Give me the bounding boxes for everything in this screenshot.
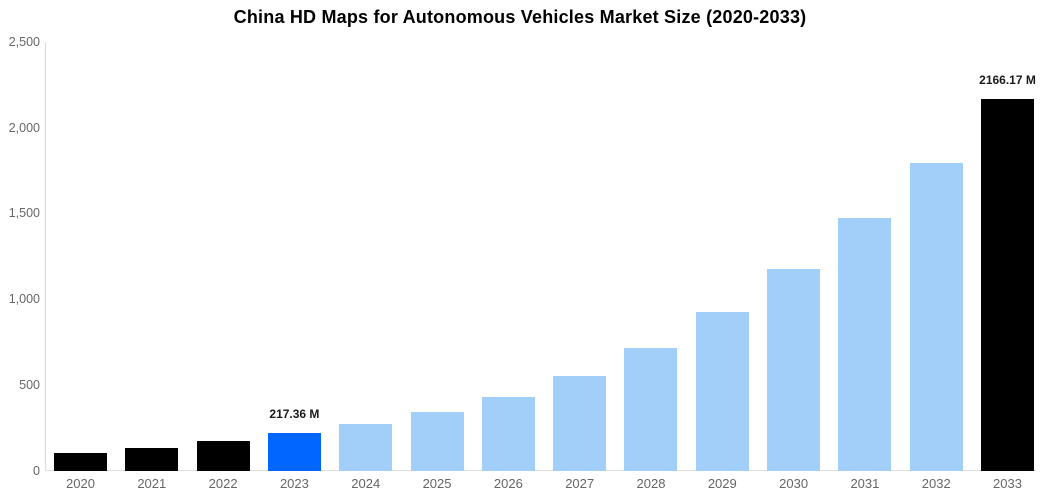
x-axis-label-2028: 2028	[636, 476, 666, 491]
x-axis-label-2033: 2033	[993, 476, 1022, 491]
y-axis-tick-label: 1,000	[8, 292, 40, 307]
x-axis-label-2025: 2025	[422, 476, 452, 491]
bar-2025[interactable]	[410, 412, 464, 471]
y-axis-tick-label: 2,000	[8, 120, 40, 135]
bar-2031[interactable]	[838, 217, 892, 471]
x-axis-label-2026: 2026	[493, 476, 523, 491]
bar-value-label-2023: 217.36 M	[269, 407, 320, 422]
x-axis-label-2029: 2029	[707, 476, 737, 491]
bar-2022[interactable]	[196, 441, 250, 471]
x-axis-label-2022: 2022	[208, 476, 238, 491]
y-axis-tick-label: 2,500	[8, 35, 40, 49]
bar-2021[interactable]	[125, 447, 179, 471]
x-axis-label-2020: 2020	[66, 476, 95, 491]
x-axis-label-2027: 2027	[565, 476, 595, 491]
y-axis-tick-label: 0	[33, 463, 40, 478]
bar-2032[interactable]	[909, 162, 963, 471]
x-axis-line	[45, 470, 1036, 471]
bar-2033[interactable]	[981, 99, 1035, 471]
bar-2023[interactable]	[267, 433, 321, 471]
x-axis-label-2023: 2023	[279, 476, 309, 491]
x-axis-label-2030: 2030	[779, 476, 809, 491]
bar-2030[interactable]	[767, 269, 821, 471]
y-axis-tick-label: 500	[19, 377, 40, 392]
x-axis-label-2024: 2024	[351, 476, 381, 491]
x-axis-label-2032: 2032	[921, 476, 951, 491]
y-axis-line	[45, 42, 46, 471]
bar-value-label-2033: 2166.17 M	[979, 73, 1036, 88]
chart-title: China HD Maps for Autonomous Vehicles Ma…	[233, 7, 807, 27]
bar-2029[interactable]	[695, 311, 749, 471]
bar-2027[interactable]	[553, 376, 607, 471]
x-axis-label-2031: 2031	[850, 476, 880, 491]
bar-2024[interactable]	[339, 424, 393, 471]
y-axis-tick-label: 1,500	[8, 206, 40, 221]
bar-2028[interactable]	[624, 347, 678, 471]
x-axis-label-2021: 2021	[137, 476, 167, 491]
bar-2020[interactable]	[54, 452, 107, 471]
bar-2026[interactable]	[481, 396, 535, 471]
